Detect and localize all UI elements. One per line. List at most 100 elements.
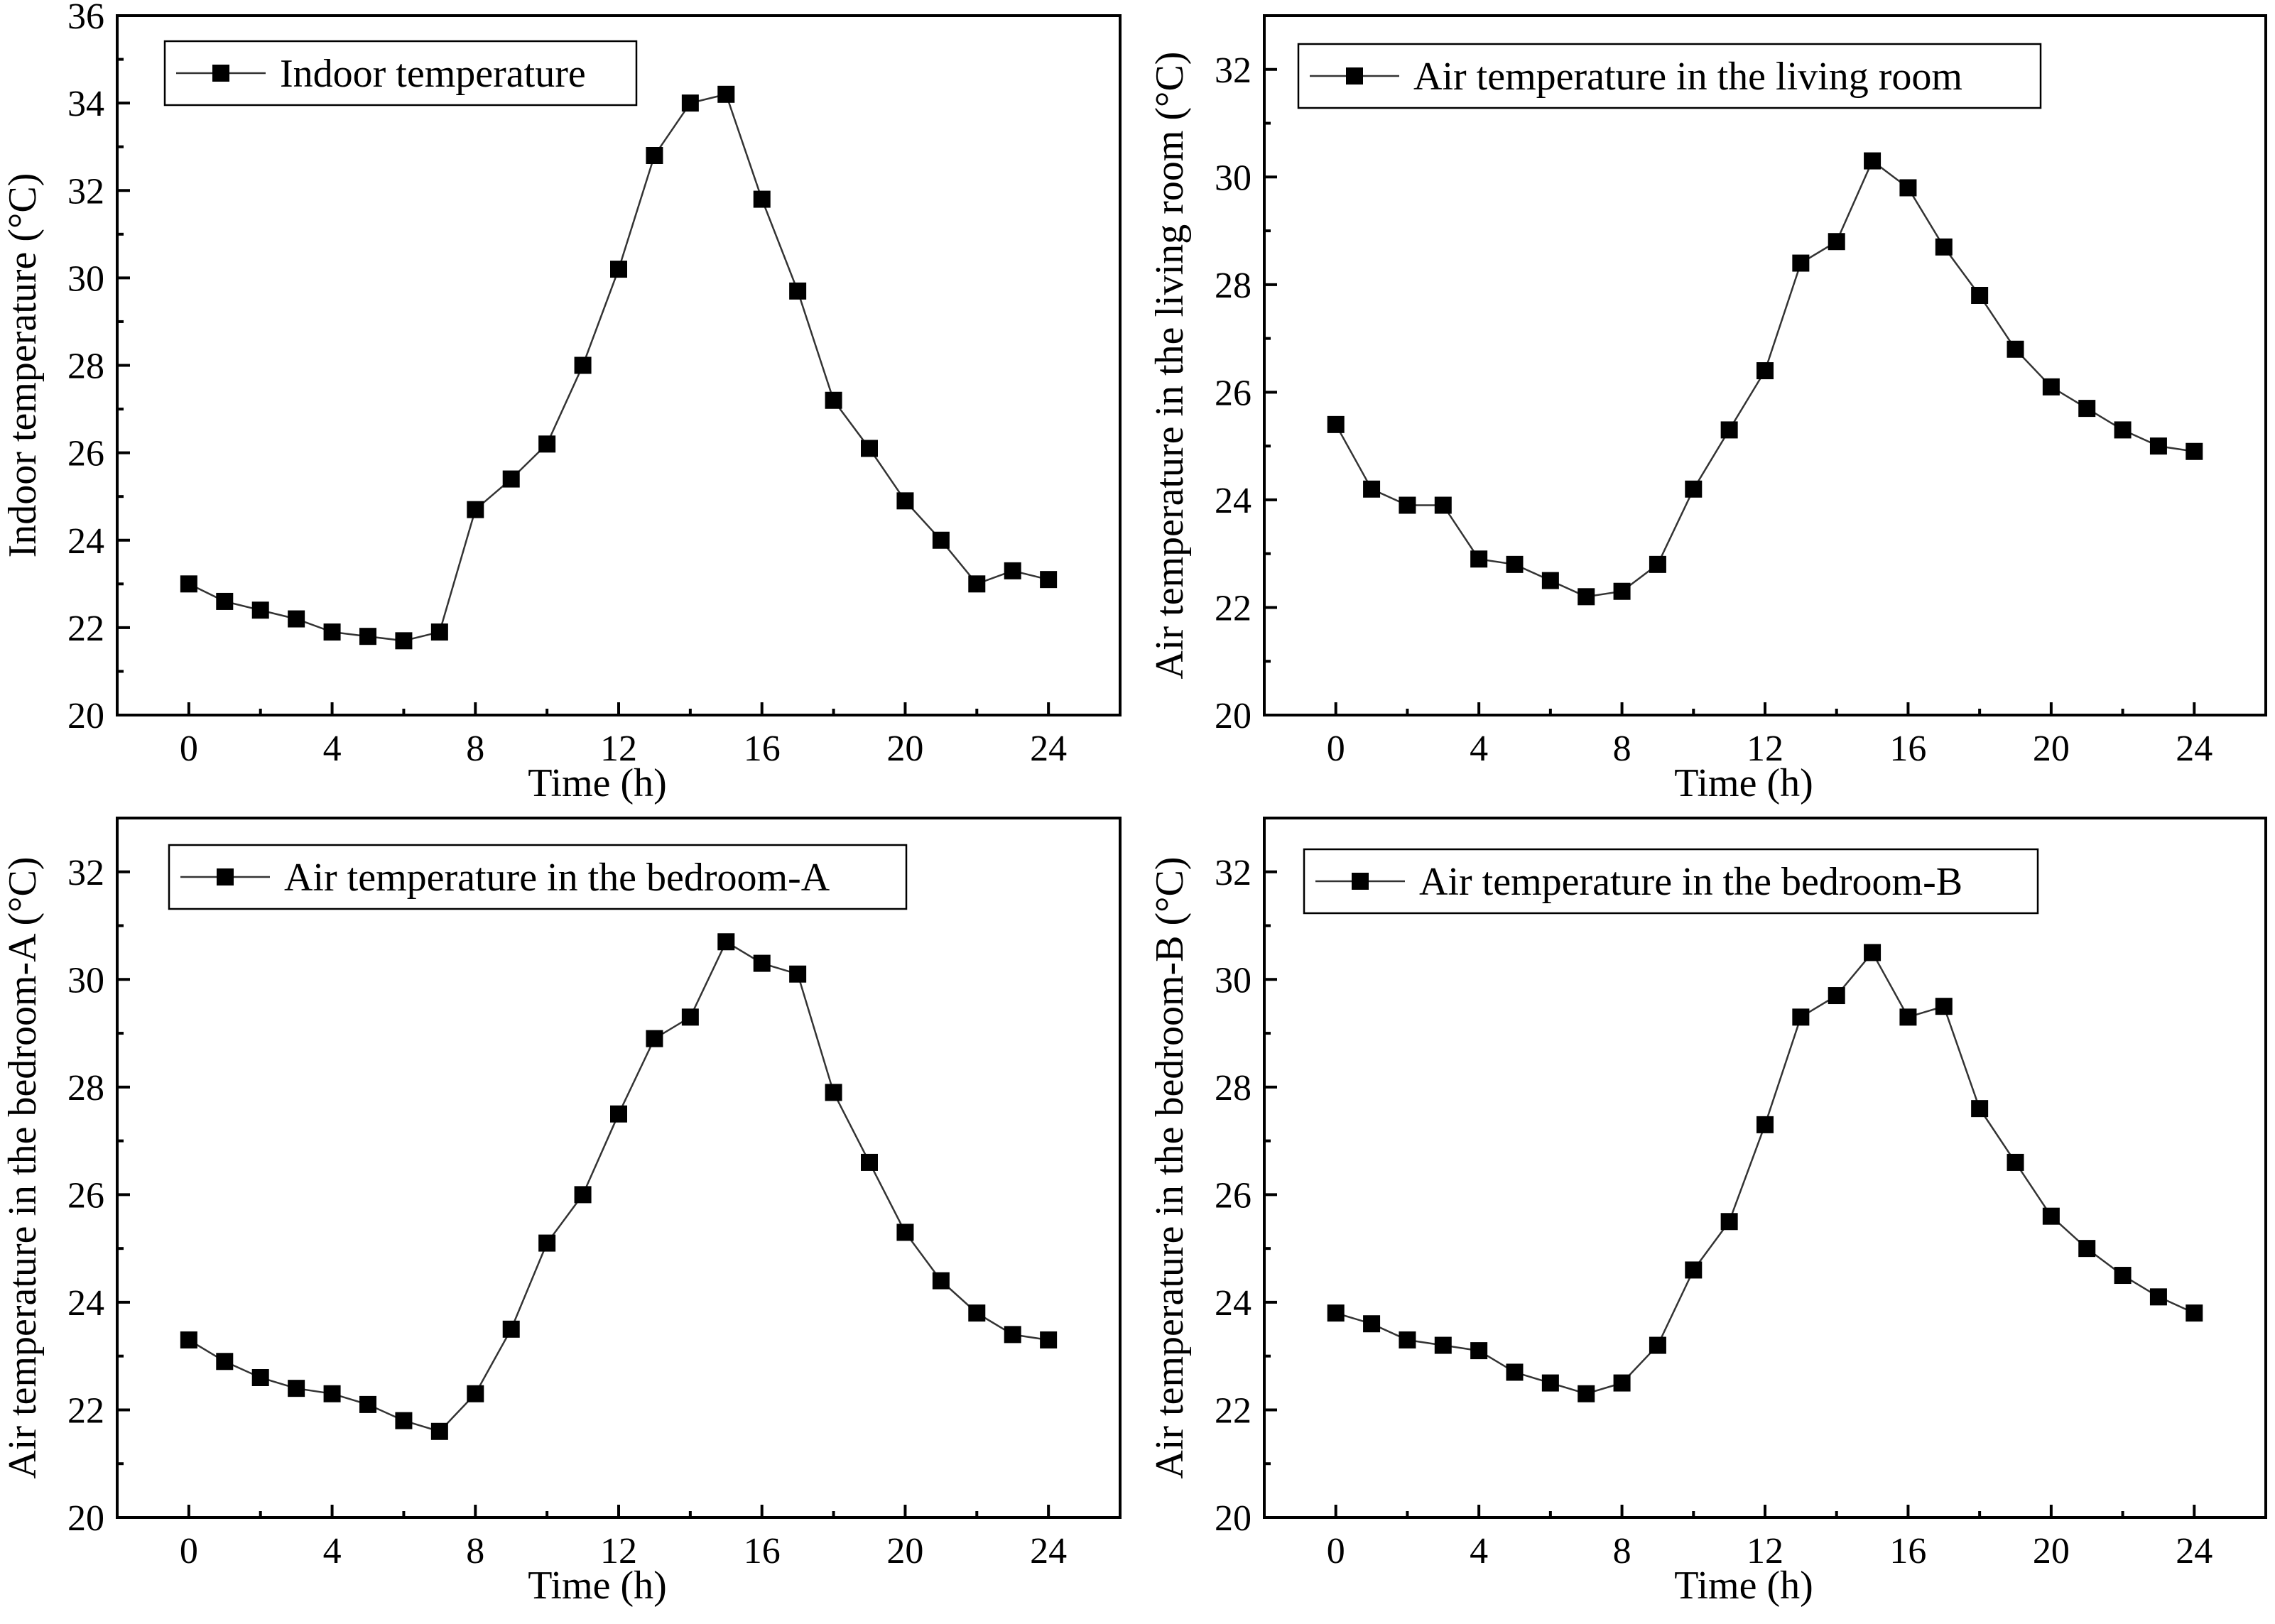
data-point bbox=[646, 1030, 663, 1047]
x-axis-label: Time (h) bbox=[1674, 761, 1813, 805]
x-tick-label: 4 bbox=[323, 1531, 342, 1571]
y-tick-label: 22 bbox=[67, 1390, 104, 1431]
x-tick-label: 16 bbox=[1889, 729, 1926, 769]
data-point bbox=[216, 592, 234, 610]
data-point bbox=[1578, 1385, 1595, 1402]
data-point bbox=[1327, 1304, 1345, 1322]
data-point bbox=[1792, 254, 1810, 272]
data-point bbox=[1935, 238, 1953, 256]
y-tick-label: 20 bbox=[67, 1498, 104, 1539]
y-tick-label: 28 bbox=[67, 1068, 104, 1108]
data-point bbox=[359, 628, 376, 645]
data-point bbox=[1899, 179, 1917, 197]
y-tick-label: 28 bbox=[1215, 266, 1251, 306]
data-point bbox=[1757, 362, 1774, 380]
data-point bbox=[789, 282, 807, 300]
data-point bbox=[323, 623, 341, 641]
y-tick-label: 22 bbox=[1215, 588, 1251, 628]
y-tick-label: 30 bbox=[1215, 158, 1251, 198]
x-axis-label: Time (h) bbox=[1674, 1564, 1813, 1608]
data-point bbox=[2114, 421, 2132, 439]
legend-box bbox=[1297, 43, 2042, 109]
data-point bbox=[1899, 1008, 1917, 1026]
y-tick-label: 28 bbox=[1215, 1068, 1251, 1108]
data-point bbox=[789, 965, 807, 983]
legend-label: Air temperature in the bedroom-B bbox=[1419, 860, 1962, 904]
data-point bbox=[1541, 572, 1559, 589]
legend-marker bbox=[1352, 873, 1369, 890]
data-point bbox=[502, 1320, 520, 1338]
y-tick-label: 30 bbox=[67, 960, 104, 1001]
data-point bbox=[1541, 1374, 1559, 1392]
data-point bbox=[1864, 944, 1882, 961]
legend-box bbox=[168, 844, 908, 910]
data-point bbox=[1040, 571, 1058, 589]
plot-frame bbox=[116, 817, 1122, 1519]
y-tick-label: 32 bbox=[67, 853, 104, 893]
data-point bbox=[2007, 1153, 2024, 1171]
x-tick-label: 8 bbox=[466, 1531, 484, 1571]
data-point bbox=[1828, 987, 1845, 1005]
x-tick-label: 8 bbox=[1613, 729, 1631, 769]
data-point bbox=[359, 1395, 376, 1413]
x-tick-label: 24 bbox=[1030, 729, 1067, 769]
x-tick-label: 20 bbox=[886, 1531, 923, 1571]
data-point bbox=[1864, 152, 1882, 170]
data-point bbox=[1971, 1100, 1989, 1118]
x-tick-label: 24 bbox=[1030, 1531, 1067, 1571]
data-point bbox=[288, 1380, 305, 1397]
data-point bbox=[1613, 1374, 1631, 1392]
x-tick-label: 0 bbox=[1327, 729, 1345, 769]
data-point bbox=[1935, 998, 1953, 1015]
x-tick-label: 12 bbox=[600, 729, 637, 769]
data-point bbox=[717, 933, 735, 951]
x-axis-label: Time (h) bbox=[528, 1564, 667, 1608]
data-point bbox=[1971, 287, 1989, 304]
data-point bbox=[1004, 1326, 1021, 1344]
data-point bbox=[1649, 1336, 1666, 1354]
legend-marker bbox=[1346, 67, 1363, 85]
legend-box bbox=[1303, 848, 2039, 915]
data-point bbox=[610, 1105, 627, 1123]
y-tick-label: 24 bbox=[67, 521, 104, 562]
y-axis-label: Indoor temperature (°C) bbox=[1, 173, 45, 558]
data-point bbox=[1685, 480, 1703, 498]
x-tick-label: 12 bbox=[1747, 1531, 1783, 1571]
data-point bbox=[2186, 1304, 2203, 1322]
data-point bbox=[251, 601, 269, 619]
data-point bbox=[1506, 555, 1524, 573]
chart-panel-2: 0 4 8 12 16 20 24 20 22 24 26 28 30 32 Time (h) Air tem… bbox=[1148, 14, 2267, 805]
chart-panel-4: 0 4 8 12 16 20 24 20 22 24 26 28 30 32 Time (h) Air tem… bbox=[1148, 817, 2267, 1608]
data-point bbox=[1578, 588, 1595, 606]
data-point bbox=[717, 85, 735, 103]
data-point bbox=[467, 1385, 484, 1402]
data-point bbox=[574, 1186, 592, 1204]
data-point bbox=[467, 501, 484, 518]
data-point bbox=[753, 954, 771, 972]
data-point bbox=[1470, 550, 1488, 568]
data-point bbox=[430, 1422, 448, 1440]
data-point bbox=[1004, 562, 1021, 579]
data-point bbox=[1828, 233, 1845, 251]
data-point bbox=[2042, 1207, 2060, 1225]
data-point bbox=[968, 1304, 986, 1322]
x-tick-label: 0 bbox=[1327, 1531, 1345, 1571]
chart-panel-3: 0 4 8 12 16 20 24 20 22 24 26 28 30 32 Time (h) Air tem… bbox=[1, 817, 1122, 1608]
y-tick-label: 26 bbox=[67, 434, 104, 474]
data-point bbox=[216, 1353, 234, 1370]
data-point bbox=[932, 531, 950, 549]
data-point bbox=[861, 440, 878, 457]
data-point bbox=[1434, 1336, 1452, 1354]
x-tick-label: 20 bbox=[886, 729, 923, 769]
x-tick-label: 4 bbox=[323, 729, 342, 769]
data-point bbox=[2149, 1288, 2167, 1306]
data-point bbox=[288, 610, 305, 628]
y-axis-label: Air temperature in the living room (°C) bbox=[1148, 52, 1192, 680]
x-tick-label: 20 bbox=[2033, 729, 2070, 769]
y-tick-label: 24 bbox=[1215, 1283, 1251, 1324]
data-point bbox=[180, 1331, 197, 1348]
legend-marker bbox=[212, 65, 229, 82]
data-point bbox=[1434, 496, 1452, 514]
data-point bbox=[1506, 1363, 1524, 1381]
data-point bbox=[538, 1234, 556, 1252]
